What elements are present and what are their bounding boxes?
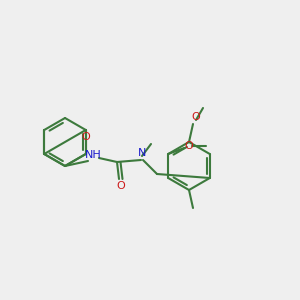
Text: O: O xyxy=(81,132,90,142)
Text: O: O xyxy=(185,141,194,151)
Text: NH: NH xyxy=(85,150,101,160)
Text: O: O xyxy=(117,181,125,191)
Text: N: N xyxy=(138,148,146,158)
Text: O: O xyxy=(192,112,200,122)
